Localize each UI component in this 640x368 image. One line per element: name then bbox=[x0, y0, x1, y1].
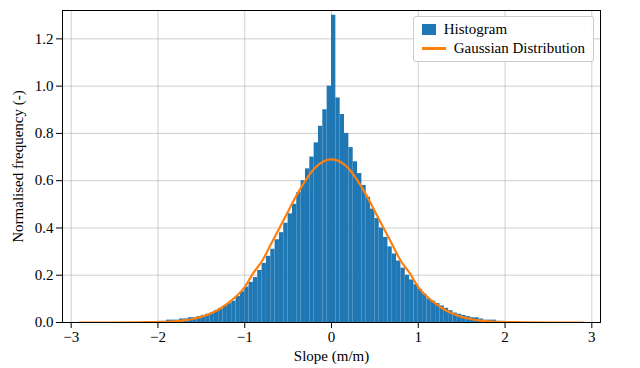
svg-text:1.0: 1.0 bbox=[35, 78, 54, 94]
svg-text:0.8: 0.8 bbox=[35, 125, 54, 141]
svg-text:Normalised frequency (-): Normalised frequency (-) bbox=[10, 90, 27, 242]
svg-text:−1: −1 bbox=[237, 329, 253, 345]
svg-text:0.2: 0.2 bbox=[35, 267, 54, 283]
html-text:Gaussian Distribution: Gaussian Distribution bbox=[453, 40, 585, 56]
html-text:Histogram: Histogram bbox=[443, 21, 508, 37]
svg-text:3: 3 bbox=[588, 329, 596, 345]
svg-text:0: 0 bbox=[328, 329, 336, 345]
svg-text:Slope (m/m): Slope (m/m) bbox=[294, 348, 369, 365]
svg-text:0.4: 0.4 bbox=[35, 220, 54, 236]
svg-text:1: 1 bbox=[415, 329, 423, 345]
svg-text:0.6: 0.6 bbox=[35, 172, 54, 188]
svg-text:1.2: 1.2 bbox=[35, 31, 54, 47]
svg-text:−3: −3 bbox=[63, 329, 79, 345]
svg-text:2: 2 bbox=[501, 329, 509, 345]
svg-text:−2: −2 bbox=[150, 329, 166, 345]
svg-text:0.0: 0.0 bbox=[35, 314, 54, 330]
